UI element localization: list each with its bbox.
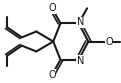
Text: N: N	[77, 56, 84, 66]
Text: O: O	[48, 3, 56, 13]
Text: N: N	[77, 17, 84, 27]
Text: O: O	[105, 37, 113, 46]
Text: O: O	[48, 70, 56, 80]
Text: N: N	[77, 17, 84, 27]
